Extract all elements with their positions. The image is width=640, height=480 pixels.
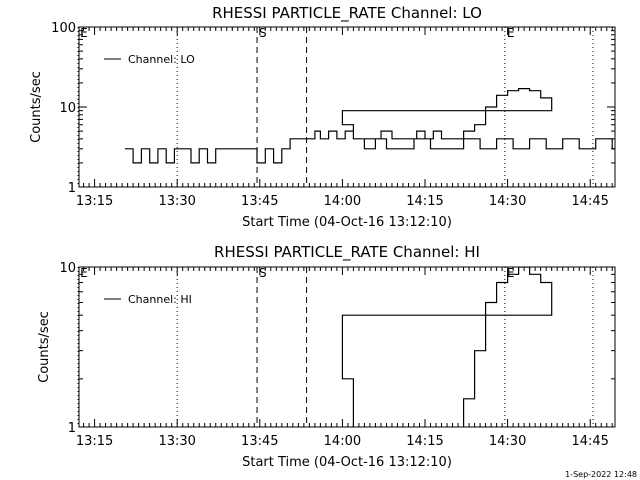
y-tick-label: 100 xyxy=(51,21,76,36)
y-tick-label: 10 xyxy=(59,261,76,276)
series-line xyxy=(341,267,553,427)
x-axis-label: Start Time (04-Oct-16 13:12:10) xyxy=(242,455,452,470)
event-marker-label: S xyxy=(259,266,267,280)
x-tick-label: 13:30 xyxy=(158,434,195,449)
x-tick-label: 14:45 xyxy=(571,434,608,449)
series-line xyxy=(124,88,615,164)
x-tick-label: 14:15 xyxy=(406,194,443,209)
y-tick-label: 1 xyxy=(68,421,76,436)
x-tick-label: 13:15 xyxy=(76,434,113,449)
y-axis-label: Counts/sec xyxy=(37,311,52,383)
x-tick-label: 14:00 xyxy=(324,194,361,209)
x-tick-label: 14:15 xyxy=(406,434,443,449)
chart-title: RHESSI PARTICLE_RATE Channel: LO xyxy=(212,4,482,23)
plot-frame xyxy=(78,26,616,188)
event-marker-label: S xyxy=(259,26,267,40)
chart-title: RHESSI PARTICLE_RATE Channel: HI xyxy=(214,243,480,262)
x-tick-label: 14:00 xyxy=(324,434,361,449)
footer-timestamp: 1-Sep-2022 12:48 xyxy=(565,470,637,479)
event-marker-label: E xyxy=(80,26,88,40)
legend-label: Channel: LO xyxy=(128,53,195,66)
y-tick-label: 1 xyxy=(68,181,76,196)
x-axis-label: Start Time (04-Oct-16 13:12:10) xyxy=(242,215,452,230)
event-marker-label: E xyxy=(80,266,88,280)
x-tick-label: 14:45 xyxy=(571,194,608,209)
plot-frame xyxy=(78,266,616,428)
y-tick-label: 10 xyxy=(59,101,76,116)
x-tick-label: 13:45 xyxy=(241,434,278,449)
x-tick-label: 14:30 xyxy=(489,194,526,209)
x-tick-label: 13:30 xyxy=(158,194,195,209)
event-marker-label: E xyxy=(507,26,515,40)
event-marker-label: E xyxy=(507,266,515,280)
y-axis-label: Counts/sec xyxy=(29,71,44,143)
x-tick-label: 13:15 xyxy=(76,194,113,209)
x-tick-label: 14:30 xyxy=(489,434,526,449)
legend-label: Channel: HI xyxy=(128,293,192,306)
x-tick-label: 13:45 xyxy=(241,194,278,209)
